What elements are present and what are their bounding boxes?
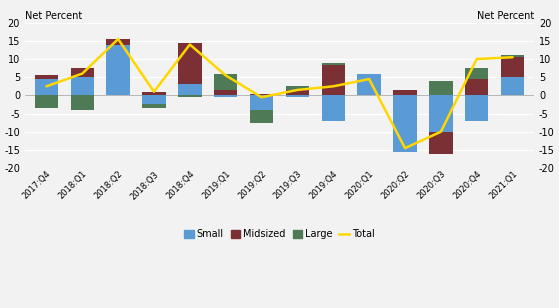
Bar (35, 79, 58, 95)
Bar (465, 79, 489, 95)
Bar (321, 63, 345, 64)
Bar (35, 75, 58, 79)
Bar (501, 77, 524, 95)
Bar (394, 90, 416, 95)
Bar (250, 94, 273, 95)
Bar (214, 95, 238, 97)
Bar (178, 84, 201, 95)
Bar (250, 110, 273, 123)
Bar (143, 95, 165, 104)
Bar (286, 95, 309, 97)
Bar (250, 95, 273, 110)
Bar (35, 95, 58, 108)
Text: Net Percent: Net Percent (477, 11, 534, 21)
Bar (429, 132, 453, 154)
Bar (501, 57, 524, 77)
Bar (143, 92, 165, 95)
Bar (465, 95, 489, 121)
Bar (178, 95, 201, 97)
Bar (70, 77, 94, 95)
Bar (178, 43, 201, 84)
Bar (70, 95, 94, 110)
Bar (143, 104, 165, 108)
Bar (214, 74, 238, 90)
Bar (106, 45, 130, 95)
Bar (321, 95, 345, 121)
Legend: Small, Midsized, Large, Total: Small, Midsized, Large, Total (180, 225, 379, 243)
Bar (465, 68, 489, 79)
Bar (214, 90, 238, 95)
Bar (501, 55, 524, 57)
Bar (286, 86, 309, 90)
Bar (429, 95, 453, 132)
Bar (429, 81, 453, 95)
Bar (321, 64, 345, 95)
Bar (106, 39, 130, 45)
Bar (358, 74, 381, 95)
Bar (286, 90, 309, 95)
Bar (394, 95, 416, 152)
Text: Net Percent: Net Percent (25, 11, 82, 21)
Bar (70, 68, 94, 77)
